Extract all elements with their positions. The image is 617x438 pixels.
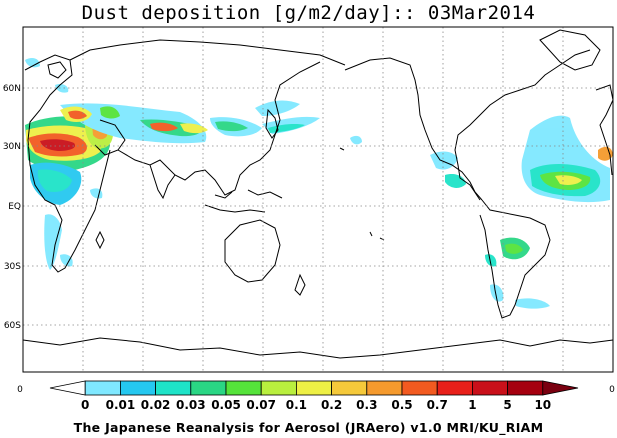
colorbar-label: 0.02: [141, 398, 171, 412]
colorbar-swatch: [401, 380, 438, 396]
colorbar-swatch: [331, 380, 368, 396]
colorbar-swatch: [436, 380, 473, 396]
lat-label-30n: 30N: [3, 142, 21, 152]
dust-deposition-field: [25, 58, 613, 309]
colorbar-swatch: [190, 380, 227, 396]
colorbar-label: 5: [503, 398, 511, 412]
map-frame: [22, 26, 614, 373]
colorbar-swatch: [260, 380, 297, 396]
colorbar-label: 0.07: [246, 398, 276, 412]
colorbar-right-end: 0: [609, 385, 615, 395]
colorbar-swatch: [366, 380, 403, 396]
colorbar-label: 0.3: [356, 398, 377, 412]
colorbar-label: 0: [81, 398, 89, 412]
map-title: Dust deposition [g/m2/day]:: 03Mar2014: [81, 2, 536, 24]
lat-label-60s: 60S: [4, 321, 21, 331]
colorbar-swatch: [225, 380, 262, 396]
lat-label-30s: 30S: [4, 262, 21, 272]
coastlines: [22, 29, 614, 359]
colorbar: 0 0.01 0.02 0.03 0.05 0.07 0.1 0.2 0.3 0.5 0.7 1 5 10: [49, 380, 579, 412]
footer-credit: The Japanese Reanalysis for Aerosol (JRA…: [73, 420, 544, 435]
colorbar-swatch: [471, 380, 508, 396]
colorbar-label: 0.5: [391, 398, 412, 412]
colorbar-swatch: [84, 380, 121, 396]
colorbar-swatch: [507, 380, 544, 396]
colorbar-label: 0.03: [176, 398, 206, 412]
lat-label-eq: EQ: [8, 202, 21, 212]
colorbar-label: 0.01: [106, 398, 136, 412]
colorbar-label: 0.7: [427, 398, 448, 412]
colorbar-swatch: [49, 380, 86, 396]
colorbar-swatch: [155, 380, 192, 396]
colorbar-swatch: [295, 380, 332, 396]
colorbar-swatch: [120, 380, 157, 396]
map-ocean: [23, 27, 613, 372]
colorbar-label: 0.1: [286, 398, 307, 412]
colorbar-swatch: [542, 380, 579, 396]
lat-labels: 60N 30N EQ 30S 60S: [3, 84, 21, 331]
lat-label-60n: 60N: [3, 84, 21, 94]
gridlines: [23, 27, 613, 372]
colorbar-label: 1: [468, 398, 476, 412]
colorbar-left-end: 0: [17, 385, 23, 395]
colorbar-label: 0.2: [321, 398, 342, 412]
colorbar-label: 10: [534, 398, 551, 412]
colorbar-label: 0.05: [211, 398, 241, 412]
